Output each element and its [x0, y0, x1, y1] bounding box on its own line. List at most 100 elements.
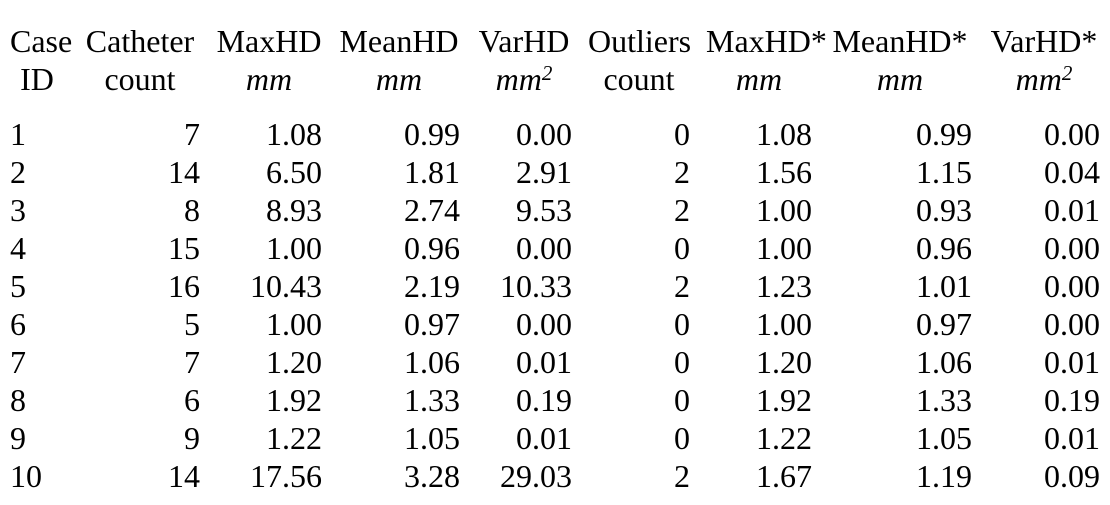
cell-outliers-count: 0 [674, 230, 690, 266]
col-unit: mm2 [476, 60, 572, 98]
cell-catheter-count: 5 [184, 306, 200, 342]
cell-case-id: 2 [10, 154, 26, 190]
cell-outliers-count: 0 [674, 306, 690, 342]
col-label: MeanHD* [832, 23, 968, 59]
cell-meanhd: 0.99 [404, 116, 460, 152]
col-unit-text: count [104, 61, 176, 97]
col-header-maxhd: MaxHD mm [208, 10, 330, 98]
cell-maxhd: 1.20 [266, 344, 322, 380]
cell-meanhd-star: 1.06 [916, 344, 972, 380]
cell-varhd: 29.03 [500, 458, 572, 494]
table-row: 8 6 1.92 1.33 0.19 0 1.92 1.33 0.19 [2, 381, 1108, 419]
cell-maxhd-star: 1.23 [756, 268, 812, 304]
cell-maxhd-star: 1.22 [756, 420, 812, 456]
cell-catheter-count: 15 [168, 230, 200, 266]
cell-maxhd: 6.50 [266, 154, 322, 190]
cell-catheter-count: 16 [168, 268, 200, 304]
cell-case-id: 8 [10, 382, 26, 418]
cell-meanhd-star: 0.97 [916, 306, 972, 342]
col-unit: mm [828, 60, 972, 98]
cell-maxhd: 1.00 [266, 306, 322, 342]
col-label: Case [10, 23, 73, 59]
cell-meanhd: 1.33 [404, 382, 460, 418]
col-unit-text: mm [1015, 61, 1062, 97]
cell-maxhd-star: 1.00 [756, 192, 812, 228]
cell-catheter-count: 8 [184, 192, 200, 228]
cell-maxhd: 1.00 [266, 230, 322, 266]
cell-outliers-count: 0 [674, 344, 690, 380]
col-unit-text: ID [20, 61, 54, 97]
col-label: Catheter [85, 23, 195, 59]
cell-maxhd: 1.22 [266, 420, 322, 456]
cell-catheter-count: 6 [184, 382, 200, 418]
col-unit: mm2 [988, 60, 1100, 98]
cell-meanhd: 3.28 [404, 458, 460, 494]
col-header-case-id: Case ID [2, 10, 72, 98]
cell-maxhd: 8.93 [266, 192, 322, 228]
cell-meanhd-star: 1.19 [916, 458, 972, 494]
cell-maxhd-star: 1.56 [756, 154, 812, 190]
cell-maxhd-star: 1.67 [756, 458, 812, 494]
cell-meanhd-star: 0.96 [916, 230, 972, 266]
cell-meanhd-star: 1.33 [916, 382, 972, 418]
cell-catheter-count: 9 [184, 420, 200, 456]
cell-outliers-count: 0 [674, 382, 690, 418]
cell-varhd: 9.53 [516, 192, 572, 228]
cell-maxhd-star: 1.00 [756, 306, 812, 342]
cell-maxhd: 1.08 [266, 116, 322, 152]
col-unit-text: mm [495, 61, 542, 97]
cell-meanhd: 0.96 [404, 230, 460, 266]
col-unit-text: mm [375, 61, 423, 97]
cell-maxhd: 1.92 [266, 382, 322, 418]
col-header-catheter-count: Catheter count [72, 10, 208, 98]
col-header-meanhd-star: MeanHD* mm [820, 10, 980, 98]
cell-meanhd-star: 0.99 [916, 116, 972, 152]
cell-case-id: 4 [10, 230, 26, 266]
cell-outliers-count: 0 [674, 420, 690, 456]
col-unit: mm [338, 60, 460, 98]
cell-varhd-star: 0.01 [1044, 344, 1100, 380]
cell-catheter-count: 7 [184, 116, 200, 152]
cell-meanhd: 1.05 [404, 420, 460, 456]
table-row: 3 8 8.93 2.74 9.53 2 1.00 0.93 0.01 [2, 191, 1108, 229]
cell-varhd: 0.00 [516, 306, 572, 342]
col-unit-superscript: 2 [1061, 61, 1073, 85]
cell-varhd: 0.19 [516, 382, 572, 418]
col-label: Outliers [588, 23, 692, 59]
cell-meanhd: 1.81 [404, 154, 460, 190]
cell-varhd-star: 0.00 [1044, 306, 1100, 342]
col-label: VarHD* [990, 23, 1098, 59]
cell-meanhd-star: 1.05 [916, 420, 972, 456]
col-unit: ID [10, 60, 64, 98]
cell-case-id: 1 [10, 116, 26, 152]
col-label: MaxHD* [706, 23, 827, 59]
cell-meanhd-star: 1.01 [916, 268, 972, 304]
col-header-meanhd: MeanHD mm [330, 10, 468, 98]
cell-maxhd-star: 1.92 [756, 382, 812, 418]
table-body: 1 7 1.08 0.99 0.00 0 1.08 0.99 0.00 2 14 6.50 1.81 2.… [2, 98, 1108, 495]
cell-maxhd-star: 1.08 [756, 116, 812, 152]
col-header-varhd: VarHD mm2 [468, 10, 580, 98]
cell-meanhd: 0.97 [404, 306, 460, 342]
header-row: Case ID Catheter count MaxHD mm MeanHD mm VarHD m… [2, 10, 1108, 98]
cell-outliers-count: 2 [674, 458, 690, 494]
col-unit-text: count [603, 61, 675, 97]
cell-maxhd: 10.43 [250, 268, 322, 304]
cell-outliers-count: 2 [674, 154, 690, 190]
col-unit-text: mm [245, 61, 293, 97]
table-row: 10 14 17.56 3.28 29.03 2 1.67 1.19 0.09 [2, 457, 1108, 495]
cell-varhd: 0.00 [516, 230, 572, 266]
cell-varhd-star: 0.19 [1044, 382, 1100, 418]
cell-varhd-star: 0.00 [1044, 116, 1100, 152]
cell-maxhd-star: 1.20 [756, 344, 812, 380]
col-header-maxhd-star: MaxHD* mm [698, 10, 827, 98]
cell-varhd-star: 0.00 [1044, 268, 1100, 304]
col-unit-text: mm [876, 61, 924, 97]
cell-meanhd-star: 0.93 [916, 192, 972, 228]
table-header: Case ID Catheter count MaxHD mm MeanHD mm VarHD m… [2, 10, 1108, 98]
cell-varhd: 0.01 [516, 344, 572, 380]
cell-catheter-count: 14 [168, 458, 200, 494]
cell-varhd: 10.33 [500, 268, 572, 304]
col-unit-text: mm [735, 61, 783, 97]
table-row: 9 9 1.22 1.05 0.01 0 1.22 1.05 0.01 [2, 419, 1108, 457]
